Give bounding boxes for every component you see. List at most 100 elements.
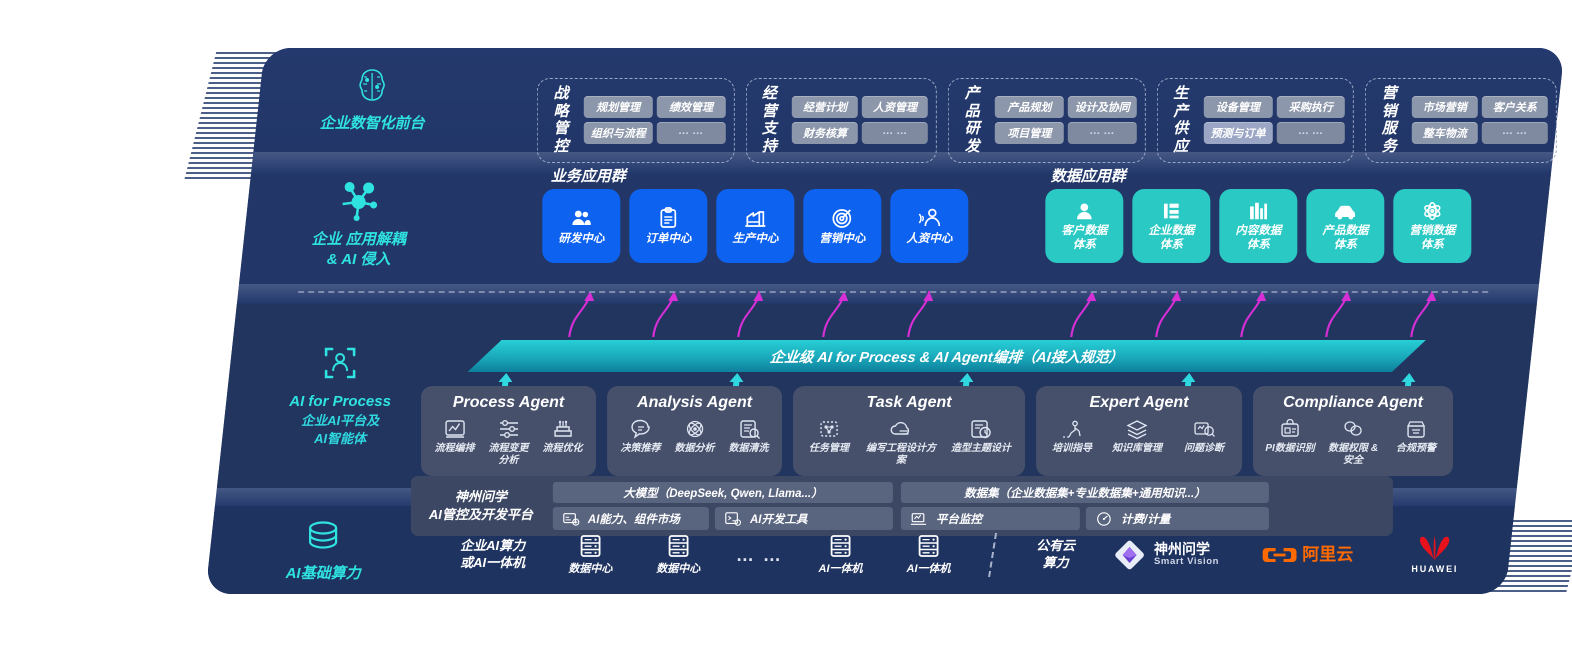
domain-chip-more[interactable]: … … [1067,122,1137,145]
domain-chip[interactable]: 设备管理 [1203,96,1273,119]
platform-right-column: 数据集（企业数据集+专业数据集+通用知识...） 平台监控 [900,482,1269,530]
domain-chip[interactable]: 绩效管理 [656,96,726,119]
decision-icon [630,419,650,439]
domain-group[interactable]: 营销 服务 市场营销 客户关系 整车物流 … … [1365,78,1557,163]
domain-chip[interactable]: 市场营销 [1411,96,1478,119]
domain-chip[interactable]: 整车物流 [1411,122,1478,145]
app-card-rd[interactable]: 研发中心 [542,189,621,263]
domain-chip[interactable]: 采购执行 [1276,96,1346,119]
capability-label: 知识库管理 [1112,443,1163,454]
capability-label: 决策推荐 [620,443,661,454]
section-divider [298,291,1489,293]
domain-group[interactable]: 经营 支持 经营计划 人资管理 财务核算 … … [745,78,937,163]
app-card-label: 订单中心 [645,232,692,245]
agent-capability[interactable]: 知识库管理 [1106,418,1168,455]
flow-chart-icon [444,420,465,438]
infra-node[interactable]: 数据中心 [634,533,722,576]
agent-capability[interactable]: 合规预警 [1389,418,1443,455]
agent-capability[interactable]: PI数据识别 [1263,418,1317,455]
optimize-icon [553,420,572,437]
data-card-enterprise[interactable]: 企业数据 体系 [1132,189,1211,263]
agent-capability[interactable]: 编写工程设计方案 [863,418,939,467]
agent-capability[interactable]: 数据分析 [672,418,718,455]
domain-title: 营销 服务 [1381,85,1398,156]
sliders-icon [499,420,518,438]
domain-chip[interactable]: 组织与流程 [583,122,653,145]
domain-chip-more[interactable]: … … [1276,122,1346,145]
app-card-order[interactable]: 订单中心 [629,189,708,263]
infra-node-label: AI一体机 [818,563,863,576]
platform-left-column: 大模型（DeepSeek, Qwen, Llama...） AI能力、组件市场 [552,482,893,530]
agent-capability[interactable]: 数据权限 & 安全 [1325,418,1381,467]
app-card-marketing[interactable]: 营销中心 [803,189,882,263]
ai-orchestration-banner: 企业级 AI for Process & AI Agent编排（AI接入规范） [467,340,1425,372]
domain-chip-more[interactable]: … … [1481,122,1548,145]
design-doc-icon [971,420,991,439]
domain-chip[interactable]: 设计及协同 [1067,96,1137,119]
vendor-shenzhou[interactable]: 神州问学 Smart Vision [1098,538,1235,572]
agent-capability[interactable]: 培训指导 [1046,418,1098,455]
agent-capability[interactable]: 任务管理 [803,418,855,455]
aliyun-logo-icon [1262,548,1297,562]
domain-chip-more[interactable]: … … [861,122,928,145]
app-card-hr[interactable]: 人资中心 [890,189,969,263]
agent-capability[interactable]: 数据清洗 [726,418,772,455]
agent-capability[interactable]: 决策推荐 [618,418,664,455]
agent-capability[interactable]: 流程编排 [432,418,478,455]
agent-title: Expert Agent [1089,394,1189,411]
business-app-cards: 研发中心 订单中心 生产中心 [542,189,969,263]
agent-card-task[interactable]: Task Agent 任务管理 [793,386,1026,476]
alert-box-icon [1407,421,1425,438]
data-card-product[interactable]: 产品数据 体系 [1306,189,1385,263]
vendor-sub: Smart Vision [1153,556,1220,568]
platform-cell-billing[interactable]: 计费/计量 [1086,507,1269,530]
vendor-aliyun[interactable]: 阿里云 [1234,543,1381,567]
capability-label: PI数据识别 [1265,443,1315,454]
agent-card-compliance[interactable]: Compliance Agent PI数据识别 [1253,386,1454,476]
domain-chip[interactable]: 项目管理 [994,122,1064,145]
huawei-logo-icon [1420,535,1450,561]
atom-icon [1424,201,1441,220]
platform-cell-market[interactable]: AI能力、组件市场 [552,507,709,530]
platform-cell-devtool[interactable]: AI开发工具 [714,507,893,530]
data-card-label: 内容数据 体系 [1235,224,1282,251]
domain-chip[interactable]: 财务核算 [791,122,858,145]
infra-node[interactable]: AI一体机 [885,533,973,576]
agent-card-process[interactable]: Process Agent 流程编排 [421,386,597,476]
data-app-cards: 客户数据 体系 企业数据 体系 内容数据 体系 [1045,189,1472,263]
data-card-content[interactable]: 内容数据 体系 [1219,189,1298,263]
infra-node[interactable]: 数据中心 [546,533,634,576]
app-card-label: 研发中心 [558,232,605,245]
agent-card-expert[interactable]: Expert Agent 培训指导 [1036,386,1243,476]
data-card-label: 营销数据 体系 [1409,224,1456,251]
app-card-production[interactable]: 生产中心 [716,189,795,263]
infra-node[interactable]: AI一体机 [797,533,885,576]
domain-group[interactable]: 产品 研发 产品规划 设计及协同 项目管理 … … [947,78,1146,163]
domain-title: 战略 管控 [553,85,570,156]
agent-capability[interactable]: 流程变更分析 [486,418,532,467]
domain-group[interactable]: 生产 供应 设备管理 采购执行 预测与订单 … … [1156,78,1355,163]
domain-chip[interactable]: 产品规划 [994,96,1064,119]
agent-capability[interactable]: 造型主题设计 [947,418,1015,455]
data-card-marketing[interactable]: 营销数据 体系 [1393,189,1472,263]
diagnose-icon [1194,422,1215,437]
users-icon [572,210,591,225]
agent-capability[interactable]: 问题诊断 [1176,418,1232,455]
domain-chip[interactable]: 经营计划 [791,96,858,119]
domain-chip[interactable]: 人资管理 [861,96,928,119]
platform-cell-monitor[interactable]: 平台监控 [900,507,1081,530]
capability-label: 合规预警 [1396,443,1437,454]
shield-cloud-icon [1344,421,1362,436]
vendor-huawei[interactable]: HUAWEI [1381,535,1489,575]
domain-chip[interactable]: 客户关系 [1481,96,1548,119]
agent-card-analysis[interactable]: Analysis Agent 决策推荐 [607,386,783,476]
agent-capability[interactable]: 流程优化 [540,418,586,455]
domain-group[interactable]: 战略 管控 规划管理 绩效管理 组织与流程 … … [536,78,735,163]
domain-chip[interactable]: 预测与订单 [1203,122,1273,145]
domain-chip[interactable]: 规划管理 [583,96,653,119]
agent-title: Compliance Agent [1283,394,1423,411]
capability-label: 任务管理 [809,443,850,454]
data-card-customer[interactable]: 客户数据 体系 [1045,189,1124,263]
domain-chip-more[interactable]: … … [656,122,726,145]
domain-title: 经营 支持 [761,85,778,156]
